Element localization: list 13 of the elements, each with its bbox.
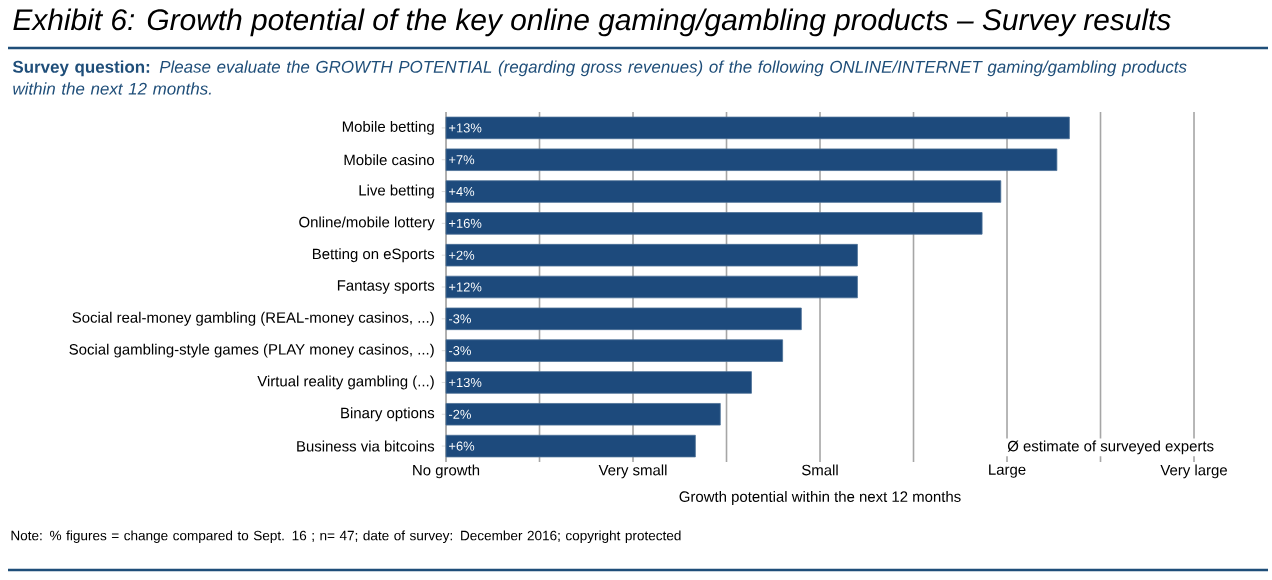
bar bbox=[445, 116, 1070, 140]
bar bbox=[445, 180, 1002, 203]
bar bbox=[445, 212, 983, 235]
bar bbox=[445, 403, 721, 426]
bar bbox=[445, 434, 696, 458]
bar bbox=[445, 148, 1058, 171]
bar bbox=[445, 371, 752, 394]
bar bbox=[445, 307, 802, 331]
chart-title: Exhibit 6: Growth potential of the key online gaming/gambling products – Survey results bbox=[13, 8, 1171, 37]
bar bbox=[445, 243, 858, 267]
bar bbox=[445, 275, 858, 299]
chart-subtitle: Survey question: Please evaluate the GROWTH POTENTIAL (regarding gross revenues) of the following ONLINE/INTERNET gaming/gambling products within the next 12 months. bbox=[12, 60, 1187, 95]
bar bbox=[445, 339, 784, 362]
